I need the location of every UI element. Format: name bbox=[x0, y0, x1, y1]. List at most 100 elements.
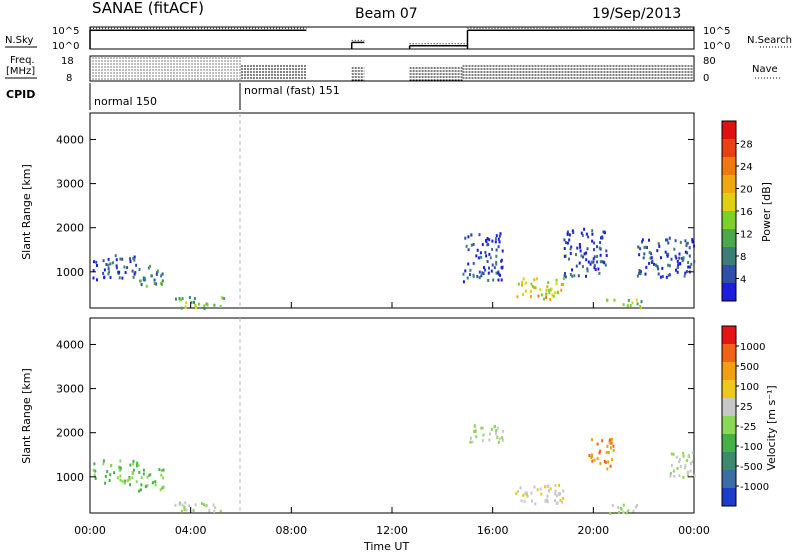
power-data-cell bbox=[580, 231, 583, 235]
power-data-cell bbox=[690, 262, 693, 266]
power-data-cell bbox=[488, 252, 491, 256]
power-data-cell bbox=[640, 269, 642, 273]
velocity-data-cell bbox=[687, 470, 690, 474]
power-data-cell bbox=[579, 249, 582, 253]
velocity-data-cell bbox=[670, 464, 673, 467]
power-data-cell bbox=[578, 261, 581, 265]
colorbar-segment bbox=[722, 193, 736, 212]
power-data-cell bbox=[92, 276, 95, 280]
velocity-data-cell bbox=[526, 493, 528, 497]
power-data-cell bbox=[537, 294, 540, 298]
velocity-data-cell bbox=[679, 464, 682, 468]
velocity-data-cell bbox=[678, 474, 681, 478]
power-data-cell bbox=[600, 236, 602, 240]
power-panel: 1000 2000 3000 4000 Slant Range [km] 4 8 12 16… bbox=[20, 112, 773, 310]
power-data-cell bbox=[693, 260, 696, 264]
velocity-data-cell bbox=[488, 432, 491, 436]
power-data-cell bbox=[593, 241, 596, 245]
freq-tick-top: 18 bbox=[61, 56, 74, 67]
power-data-cell bbox=[524, 281, 527, 285]
y-tick-label: 2000 bbox=[56, 427, 84, 440]
velocity-data-cell bbox=[525, 491, 528, 495]
power-data-cell bbox=[489, 256, 492, 260]
colorbar-segment bbox=[722, 265, 736, 284]
power-data-cell bbox=[566, 241, 569, 245]
power-data-cell bbox=[570, 245, 573, 249]
power-data-cell bbox=[658, 244, 661, 248]
velocity-data-cell bbox=[495, 429, 498, 433]
power-data-cell bbox=[593, 266, 596, 270]
nsearch-tick-top: 10^5 bbox=[703, 26, 730, 37]
velocity-data-cell bbox=[607, 451, 610, 454]
power-data-cell bbox=[684, 271, 687, 275]
power-data-cell bbox=[639, 247, 642, 251]
power-data-cell bbox=[475, 254, 478, 258]
velocity-data-cell bbox=[185, 508, 188, 512]
power-data-cell bbox=[667, 241, 670, 245]
velocity-data-cell bbox=[482, 433, 485, 437]
power-data-cell bbox=[586, 269, 589, 273]
colorbar-segment bbox=[722, 175, 736, 194]
freq-label-line1: Freq. bbox=[10, 55, 35, 66]
power-data-cell bbox=[493, 266, 496, 270]
power-data-cell bbox=[668, 273, 671, 277]
velocity-data-cell bbox=[669, 471, 672, 475]
velocity-data-cell bbox=[201, 502, 203, 505]
power-data-cell bbox=[123, 265, 126, 269]
power-data-cell bbox=[598, 271, 601, 275]
power-data-cell bbox=[666, 253, 668, 257]
power-data-cell bbox=[586, 247, 589, 251]
power-data-cell bbox=[467, 262, 470, 266]
power-data-cell bbox=[102, 271, 105, 275]
velocity-data-cell bbox=[208, 509, 211, 513]
power-data-cell bbox=[115, 266, 118, 270]
velocity-data-cell bbox=[691, 460, 694, 464]
velocity-data-cell bbox=[181, 509, 183, 513]
power-data-cell bbox=[691, 238, 694, 242]
power-data-cell bbox=[613, 298, 616, 302]
power-data-cell bbox=[555, 282, 558, 286]
velocity-ylabel: Slant Range [km] bbox=[20, 368, 33, 464]
power-data-cell bbox=[582, 255, 585, 259]
velocity-data-cell bbox=[106, 470, 109, 473]
velocity-data-cell bbox=[144, 485, 147, 489]
power-data-cell bbox=[661, 275, 664, 279]
velocity-data-cell bbox=[609, 464, 612, 468]
power-data-cell bbox=[195, 305, 197, 309]
power-data-cell bbox=[583, 227, 586, 231]
power-data-cell bbox=[469, 268, 472, 272]
power-data-cell bbox=[627, 298, 630, 302]
velocity-data-cell bbox=[591, 459, 594, 463]
power-data-cell bbox=[221, 296, 224, 300]
power-data-cell bbox=[118, 270, 121, 274]
velocity-y-axis: 1000 2000 3000 4000 bbox=[56, 338, 694, 484]
power-data-cell bbox=[643, 252, 646, 256]
power-data-cell bbox=[480, 255, 483, 259]
power-data-cell bbox=[545, 296, 548, 299]
power-data-cell bbox=[678, 256, 681, 260]
power-data-cell bbox=[487, 279, 490, 282]
velocity-data-cell bbox=[622, 510, 625, 514]
power-data-cell bbox=[661, 266, 664, 270]
colorbar-segment bbox=[722, 344, 736, 363]
cpid-entry-2: normal (fast) 151 bbox=[244, 84, 340, 97]
power-data-cell bbox=[601, 260, 604, 264]
velocity-data-cell bbox=[162, 485, 165, 489]
power-data-cell bbox=[594, 268, 597, 271]
power-data-cell bbox=[143, 276, 146, 280]
power-data-cell bbox=[686, 251, 689, 255]
power-data-cell bbox=[153, 282, 156, 285]
power-data-cell bbox=[686, 241, 689, 245]
power-data-cell bbox=[516, 295, 519, 299]
velocity-data-cell bbox=[140, 483, 143, 487]
y-tick-label: 4000 bbox=[56, 133, 84, 146]
velocity-data-cell bbox=[531, 499, 533, 503]
power-data-cell bbox=[115, 258, 118, 262]
velocity-data-cell bbox=[473, 430, 476, 433]
velocity-data-cell bbox=[129, 483, 132, 487]
power-data-cell bbox=[472, 274, 475, 278]
power-data-cell bbox=[478, 270, 481, 274]
power-data-cell bbox=[481, 243, 484, 247]
velocity-data-cell bbox=[603, 460, 606, 463]
